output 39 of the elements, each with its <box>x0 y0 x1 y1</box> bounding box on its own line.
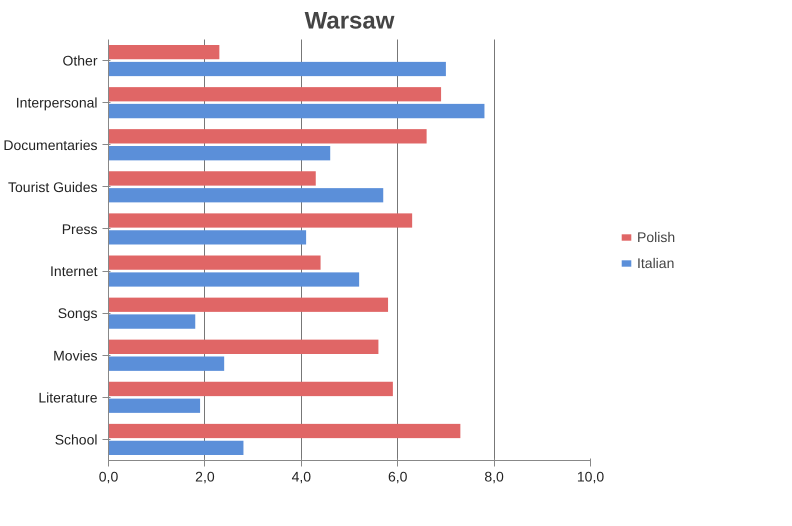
y-tick-label: Literature <box>38 389 98 406</box>
bar <box>108 398 200 413</box>
bar <box>108 440 244 456</box>
bar <box>108 356 224 371</box>
y-tick-label: Press <box>62 220 98 237</box>
chart-title: Warsaw <box>304 8 395 34</box>
y-tick-label: Internet <box>50 263 98 280</box>
x-tick-label: 6,0 <box>388 468 408 484</box>
x-tick-label: 8,0 <box>484 468 504 484</box>
y-tick-label: School <box>54 431 98 448</box>
y-tick-label: Tourist Guides <box>8 178 98 195</box>
bar <box>108 340 378 354</box>
y-tick-label: Movies <box>53 347 98 364</box>
bar <box>108 188 384 202</box>
bar <box>108 171 316 186</box>
bar <box>108 87 442 102</box>
bar <box>108 424 460 438</box>
y-tick-label: Documentaries <box>3 136 98 153</box>
bar <box>108 230 306 245</box>
x-tick-label: 2,0 <box>195 468 215 484</box>
bar <box>108 129 427 144</box>
bar <box>108 213 412 228</box>
bar <box>108 44 220 60</box>
bar <box>108 62 446 76</box>
y-tick-label: Songs <box>58 305 98 322</box>
bar <box>108 314 196 329</box>
bar <box>108 298 388 312</box>
x-tick-label: 4,0 <box>292 468 312 484</box>
x-tick-label: 10,0 <box>576 468 604 484</box>
y-tick-label: Other <box>62 52 98 69</box>
y-tick-label: Interpersonal <box>16 94 98 111</box>
bar <box>108 255 321 270</box>
bar <box>108 104 484 118</box>
x-tick-label: 0,0 <box>98 468 118 484</box>
bar <box>108 146 330 160</box>
legend-label: Italian <box>637 254 674 270</box>
bar <box>108 272 360 287</box>
legend-label: Polish <box>637 228 676 244</box>
bar <box>108 382 393 396</box>
